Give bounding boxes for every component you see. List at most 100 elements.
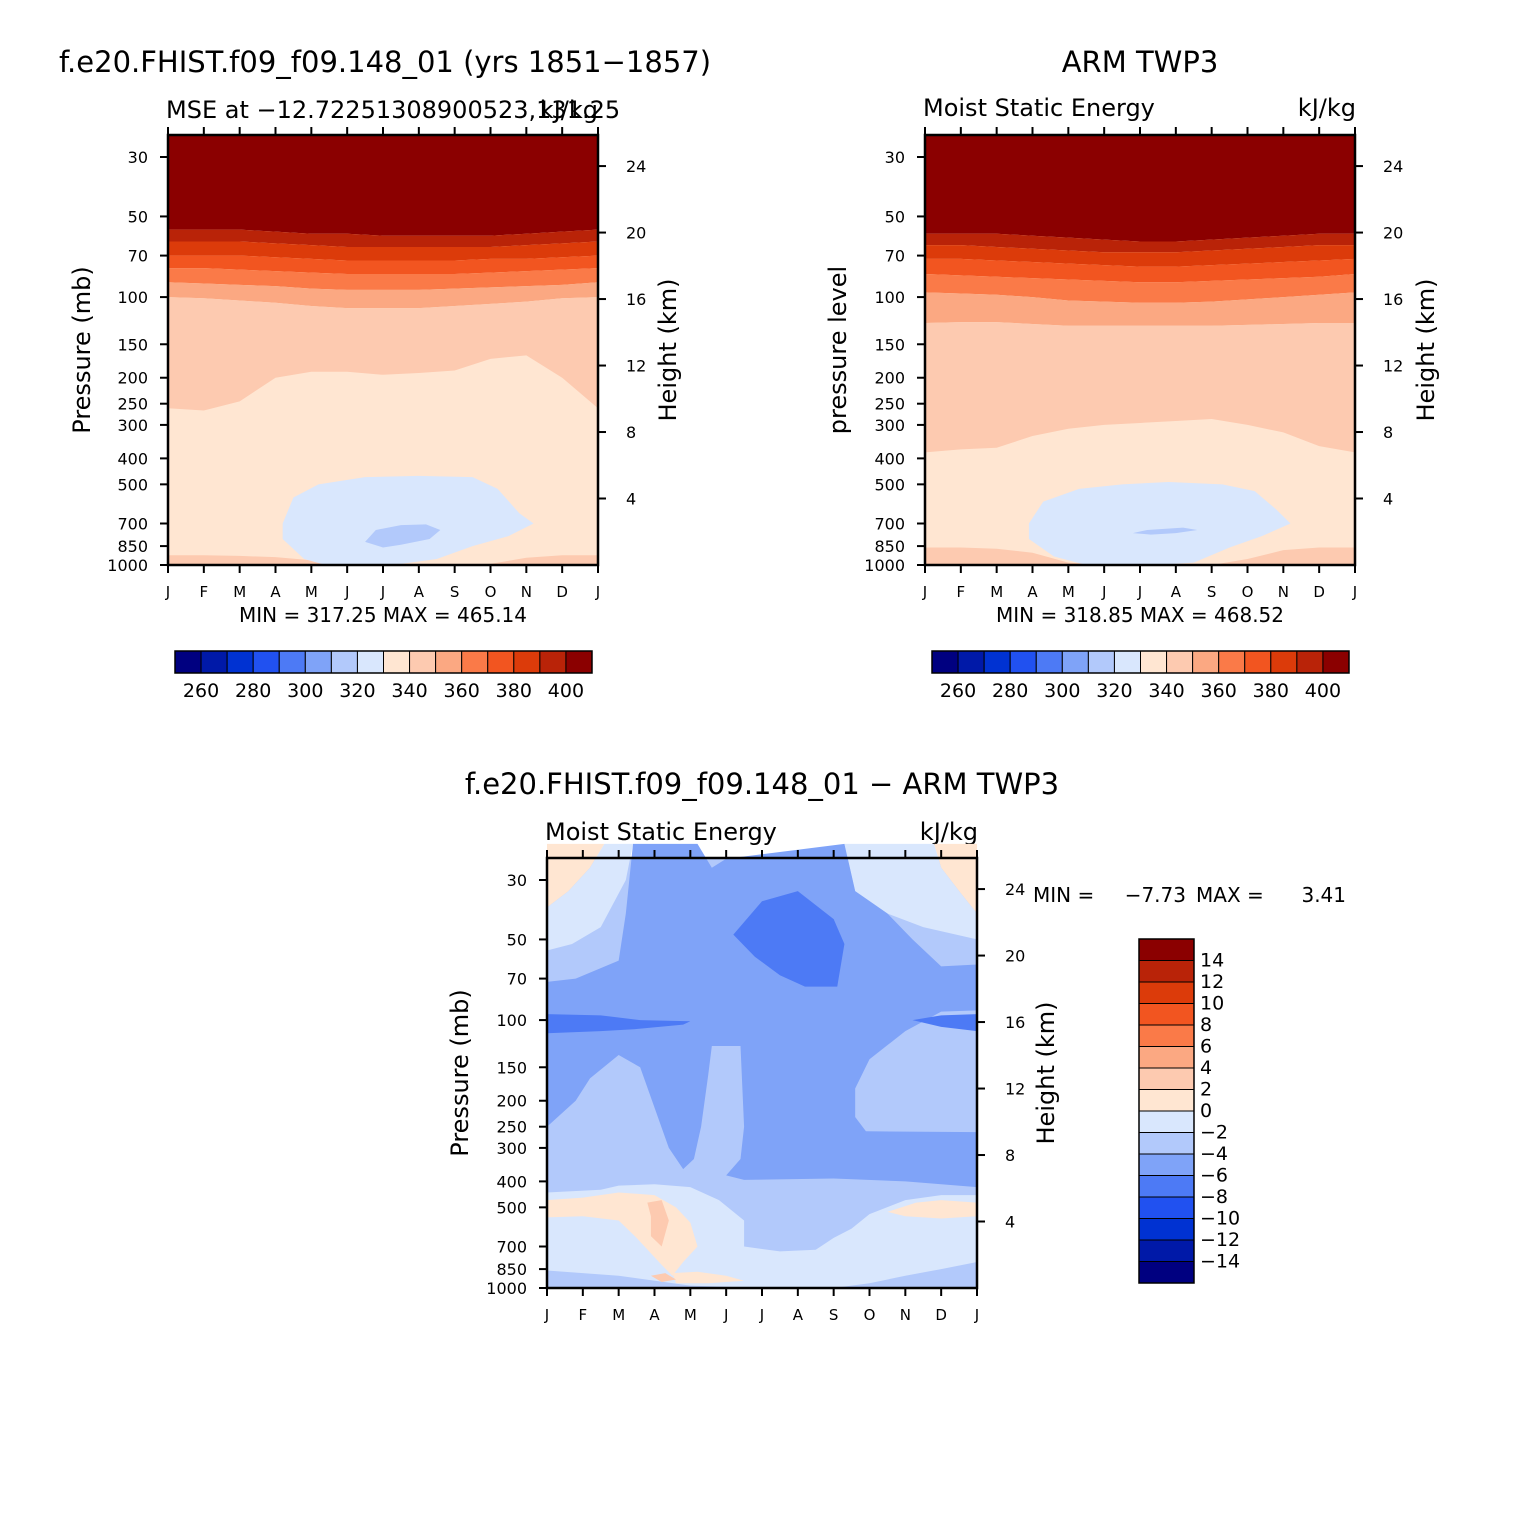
colorbar-swatch — [1192, 650, 1220, 674]
diff-band-plus2-surface — [650, 1273, 676, 1283]
pressure-tick-label: 150 — [874, 335, 905, 354]
pressure-tick-label: 500 — [496, 1198, 527, 1217]
colorbar-label: 8 — [1200, 1014, 1212, 1036]
month-tick-label: A — [793, 1306, 804, 1324]
obs-y-axis-label: pressure level — [824, 266, 852, 434]
month-tick-label: J — [1137, 583, 1142, 601]
obs-title: ARM TWP3 — [1062, 45, 1219, 79]
colorbar-swatch — [565, 650, 593, 674]
diff-band-minus8-upper — [733, 891, 845, 987]
month-tick-label: N — [521, 583, 532, 601]
colorbar-swatch — [487, 650, 515, 674]
month-tick-label: S — [829, 1306, 839, 1324]
colorbar-label: 10 — [1200, 993, 1224, 1015]
month-tick-label: O — [1242, 583, 1254, 601]
colorbar-label: 4 — [1200, 1057, 1212, 1079]
colorbar-label: 260 — [183, 680, 219, 702]
obs-y2-axis-label: Height (km) — [1412, 279, 1440, 422]
pressure-tick-label: 50 — [885, 207, 905, 226]
obs-axes: J F M A M J J A S O N D J 30 50 70 100 150 200 250 300 400 500… — [864, 127, 1403, 601]
colorbar-swatch — [1138, 1132, 1195, 1155]
mse-band-390 — [168, 241, 598, 261]
diff-right-subtitle: kJ/kg — [920, 818, 978, 846]
month-tick-label: J — [723, 1306, 728, 1324]
pressure-tick-label: 300 — [874, 416, 905, 435]
month-tick-label: J — [1352, 583, 1357, 601]
mse-band-surface — [168, 555, 598, 565]
diff-max-value: 3.41 — [1301, 883, 1346, 907]
pressure-tick-label: 1000 — [107, 556, 148, 575]
colorbar-swatch — [1296, 650, 1324, 674]
colorbar-label: 12 — [1200, 971, 1224, 993]
mse-band-400 — [925, 135, 1355, 242]
month-tick-label: J — [922, 583, 927, 601]
month-tick-label: S — [450, 583, 460, 601]
colorbar-swatch — [1138, 960, 1195, 983]
height-tick-label: 16 — [1383, 290, 1403, 309]
mse-band-390 — [925, 245, 1355, 267]
colorbar-swatch — [1270, 650, 1298, 674]
pressure-tick-label: 400 — [874, 449, 905, 468]
colorbar-label: −8 — [1200, 1186, 1228, 1208]
colorbar-swatch — [513, 650, 541, 674]
colorbar-label: 360 — [444, 680, 480, 702]
month-tick-label: A — [270, 583, 281, 601]
colorbar-label: 6 — [1200, 1036, 1212, 1058]
colorbar-swatch — [1138, 1003, 1195, 1026]
colorbar-swatch — [252, 650, 280, 674]
diff-max-label: MAX = — [1196, 883, 1264, 907]
colorbar-swatch — [1138, 1153, 1195, 1176]
month-tick-label: A — [1171, 583, 1182, 601]
colorbar-label: 320 — [1096, 680, 1132, 702]
model-colorbar: 260 280 300 320 340 360 380 400 — [174, 650, 593, 702]
colorbar-frame — [174, 650, 593, 674]
height-tick-label: 24 — [1005, 880, 1025, 899]
colorbar-label: 280 — [235, 680, 271, 702]
mse-band-350 — [925, 322, 1355, 453]
diff-band-plus0-lower-right — [887, 1200, 977, 1219]
colorbar-swatch — [174, 650, 202, 674]
obs-right-subtitle: kJ/kg — [1298, 94, 1356, 122]
mse-band-320 — [282, 475, 534, 565]
mse-band-310 — [1132, 527, 1198, 535]
colorbar-frame — [1138, 938, 1195, 1284]
diff-min-value: −7.73 — [1125, 883, 1186, 907]
model-y2-axis-label: Height (km) — [654, 279, 682, 422]
colorbar-swatch — [304, 650, 332, 674]
colorbar-swatch — [1061, 650, 1089, 674]
model-title: f.e20.FHIST.f09_f09.148_01 (yrs 1851−185… — [59, 45, 711, 79]
pressure-tick-label: 850 — [496, 1260, 527, 1279]
colorbar-swatch — [1035, 650, 1063, 674]
height-tick-label: 8 — [626, 423, 636, 442]
colorbar-label: 360 — [1201, 680, 1237, 702]
diff-axes: J F M A M J J A S O N D J 30 50 70 100 150 200 250 300 400 500… — [486, 850, 1025, 1324]
model-panel: f.e20.FHIST.f09_f09.148_01 (yrs 1851−185… — [59, 45, 711, 702]
pressure-tick-label: 200 — [874, 369, 905, 388]
month-tick-label: O — [864, 1306, 876, 1324]
colorbar-label: 380 — [496, 680, 532, 702]
model-contour-plot — [168, 135, 598, 565]
colorbar-swatch — [1138, 1218, 1195, 1241]
pressure-tick-label: 850 — [117, 537, 148, 556]
height-tick-label: 12 — [1005, 1080, 1025, 1099]
model-left-subtitle: MSE at −12.72251308900523,131.25 — [166, 96, 620, 124]
height-tick-label: 8 — [1005, 1146, 1015, 1165]
colorbar-swatch — [409, 650, 437, 674]
colorbar-swatch — [539, 650, 567, 674]
obs-min-max: MIN = 318.85 MAX = 468.52 — [996, 603, 1284, 627]
colorbar-swatch — [278, 650, 306, 674]
colorbar-swatch — [461, 650, 489, 674]
colorbar-swatch — [1138, 1067, 1195, 1090]
pressure-tick-label: 700 — [117, 514, 148, 533]
height-tick-label: 20 — [626, 224, 646, 243]
colorbar-swatch — [1138, 938, 1195, 961]
month-tick-label: J — [544, 1306, 549, 1324]
colorbar-swatch — [983, 650, 1011, 674]
colorbar-swatch — [1113, 650, 1141, 674]
month-tick-label: J — [344, 583, 349, 601]
colorbar-label: 340 — [1148, 680, 1184, 702]
model-min-max: MIN = 317.25 MAX = 465.14 — [239, 603, 527, 627]
colorbar-label: 14 — [1200, 950, 1224, 972]
pressure-tick-label: 200 — [496, 1092, 527, 1111]
